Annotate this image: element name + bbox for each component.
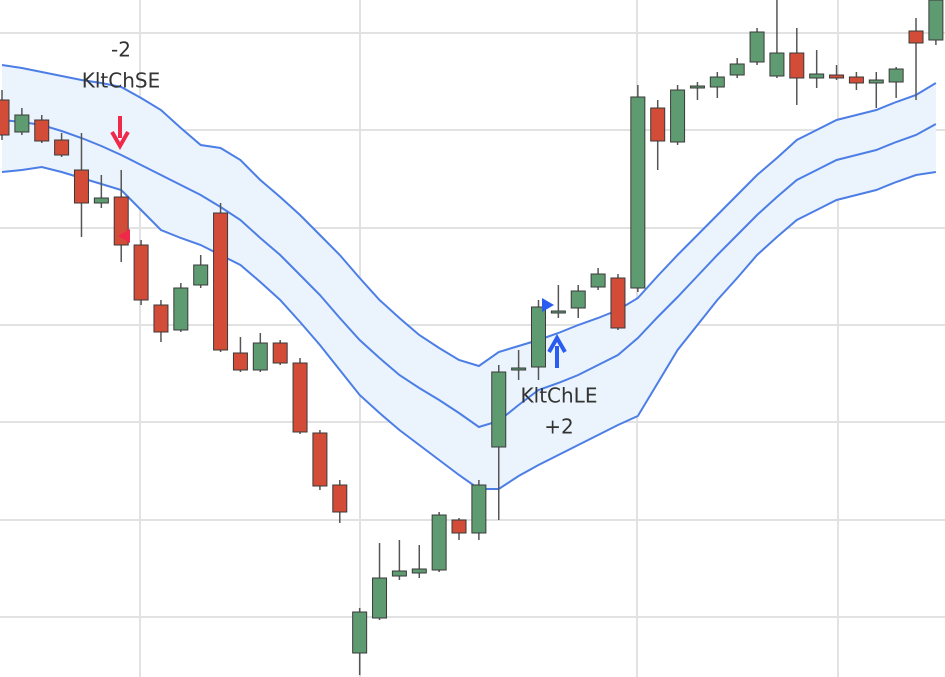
candle-body bbox=[610, 277, 626, 329]
candle-body bbox=[272, 342, 288, 364]
vertical-grid bbox=[139, 0, 839, 677]
candle-body bbox=[491, 371, 507, 448]
short-marker bbox=[118, 229, 130, 243]
candle-body bbox=[749, 31, 765, 63]
channel-line bbox=[1, 165, 937, 490]
annotation: -2 bbox=[111, 38, 131, 62]
candle-body bbox=[928, 0, 944, 41]
candle-body bbox=[809, 73, 825, 79]
candle-body bbox=[729, 63, 745, 76]
candle-body bbox=[14, 114, 30, 133]
candle-body bbox=[213, 212, 229, 351]
candle-body bbox=[511, 367, 527, 371]
channel bbox=[1, 64, 937, 490]
candle-body bbox=[868, 79, 884, 84]
candle-body bbox=[93, 197, 109, 204]
candle-body bbox=[372, 577, 388, 619]
candle-body bbox=[391, 570, 407, 577]
candle-body bbox=[650, 107, 666, 142]
candle-body bbox=[530, 306, 546, 368]
candle-body bbox=[173, 287, 189, 331]
candle-body bbox=[451, 519, 467, 534]
candle-body bbox=[789, 52, 805, 79]
candle-body bbox=[908, 30, 924, 44]
candle-body bbox=[769, 52, 785, 77]
candle-body bbox=[193, 264, 209, 286]
candle-body bbox=[34, 119, 50, 142]
candle-body bbox=[848, 76, 864, 84]
candle-body bbox=[550, 310, 566, 314]
candle-body bbox=[292, 362, 308, 433]
candle-body bbox=[73, 169, 89, 204]
candle-body bbox=[252, 342, 268, 371]
long-marker bbox=[542, 298, 554, 312]
candle-body bbox=[0, 99, 10, 136]
short-arrow bbox=[110, 116, 130, 151]
signals: -2 KltChSE KltChLE +2 bbox=[82, 38, 598, 439]
channel-line bbox=[1, 64, 937, 368]
candle-body bbox=[153, 304, 169, 333]
candle-body bbox=[431, 514, 447, 571]
candle-body bbox=[471, 484, 487, 534]
candle-body bbox=[54, 139, 70, 156]
candle-body bbox=[133, 244, 149, 301]
channel-fill bbox=[2, 65, 936, 489]
candle-body bbox=[570, 290, 586, 309]
annotation: +2 bbox=[544, 415, 573, 439]
candle-body bbox=[689, 85, 705, 89]
annotation: KltChLE bbox=[521, 384, 598, 408]
candle-body bbox=[888, 68, 904, 83]
candle-body bbox=[312, 432, 328, 487]
candle-body bbox=[232, 352, 248, 371]
annotation: KltChSE bbox=[82, 69, 161, 93]
candle-body bbox=[332, 484, 348, 513]
candle-body bbox=[630, 96, 646, 289]
candle-body bbox=[352, 611, 368, 654]
candle-body bbox=[709, 76, 725, 88]
candle-body bbox=[829, 74, 845, 79]
candle-body bbox=[411, 568, 427, 574]
long-arrow bbox=[547, 333, 567, 368]
channel-line bbox=[1, 119, 937, 429]
candle-body bbox=[590, 273, 606, 288]
candle-body bbox=[670, 89, 686, 143]
